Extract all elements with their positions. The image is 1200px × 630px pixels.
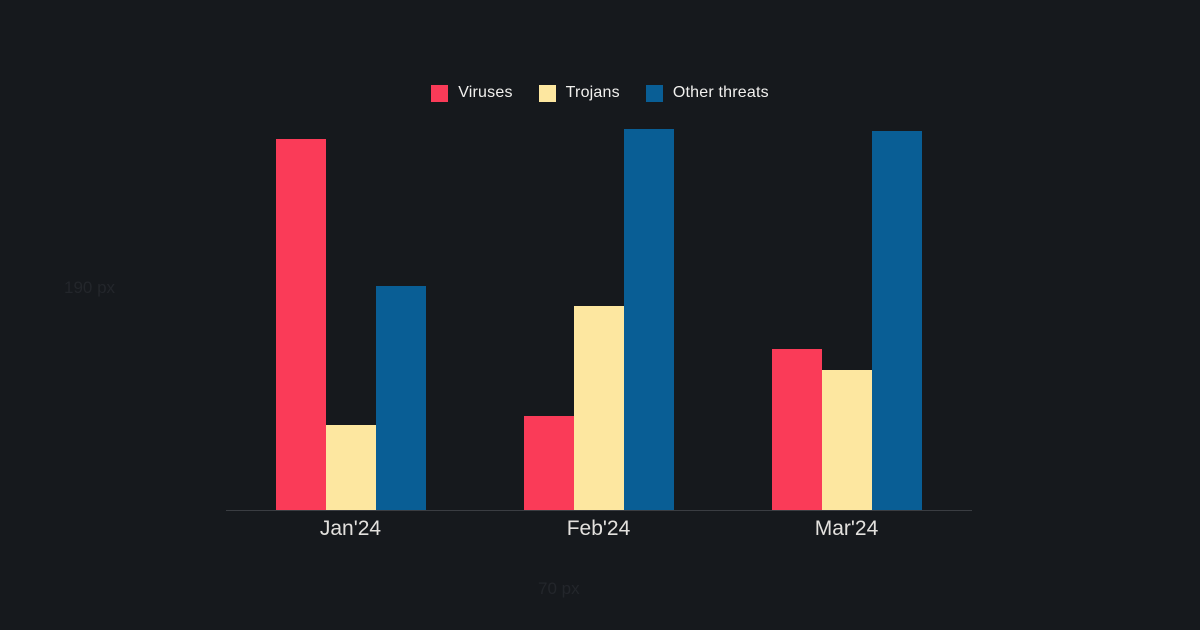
legend-label: Viruses [458, 84, 513, 101]
x-axis-line [226, 510, 972, 511]
bar-trojans-feb24 [573, 306, 624, 510]
bar-viruses-jan24 [275, 139, 326, 510]
x-tick-label: Feb'24 [566, 517, 631, 540]
x-tick-label: Jan'24 [319, 517, 382, 540]
bar-viruses-mar24 [771, 349, 822, 510]
legend-swatch-icon [538, 84, 556, 102]
legend-item-trojans: Trojans [538, 84, 620, 102]
bar-viruses-feb24 [523, 416, 574, 510]
chart-legend: Viruses Trojans Other threats [0, 84, 1200, 102]
bar-other-threats-feb24 [623, 129, 674, 510]
bar-trojans-mar24 [821, 370, 872, 510]
legend-swatch-icon [431, 84, 449, 102]
legend-item-viruses: Viruses [431, 84, 512, 102]
legend-label: Trojans [565, 84, 620, 101]
bar-other-threats-mar24 [871, 131, 922, 510]
legend-swatch-icon [645, 84, 663, 102]
legend-label: Other threats [672, 84, 769, 101]
bar-trojans-jan24 [325, 425, 376, 510]
faint-measurement-annotation: 70 px [538, 579, 580, 598]
faint-measurement-annotation: 190 px [64, 278, 116, 297]
bar-other-threats-jan24 [375, 286, 426, 510]
x-tick-label: Mar'24 [814, 517, 879, 540]
legend-item-other-threats: Other threats [645, 84, 769, 102]
